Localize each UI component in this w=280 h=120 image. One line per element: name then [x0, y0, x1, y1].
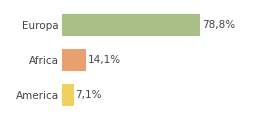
Bar	[62, 84, 74, 106]
Bar	[62, 14, 200, 36]
Text: 14,1%: 14,1%	[88, 55, 121, 65]
Text: 7,1%: 7,1%	[76, 90, 102, 100]
Bar	[62, 49, 87, 71]
Text: 78,8%: 78,8%	[202, 20, 235, 30]
